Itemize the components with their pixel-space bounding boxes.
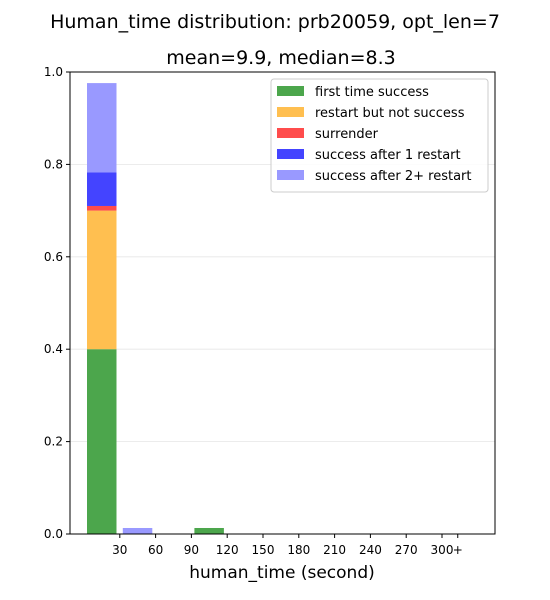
x-tick-label: 270 xyxy=(395,543,418,557)
legend-label: success after 2+ restart xyxy=(315,169,472,184)
y-tick-label: 0.6 xyxy=(44,250,63,264)
legend-swatch xyxy=(277,107,304,117)
x-tick-label: 120 xyxy=(216,543,239,557)
y-tick-label: 0.2 xyxy=(44,435,63,449)
y-axis: 0.0 0.2 0.4 0.6 0.8 1.0 xyxy=(44,65,70,541)
y-tick-label: 0.0 xyxy=(44,527,63,541)
y-tick-label: 0.4 xyxy=(44,342,63,356)
x-axis-label: human_time (second) xyxy=(189,563,375,583)
x-tick-label: 30 xyxy=(112,543,127,557)
bars xyxy=(87,83,224,534)
legend: first time success restart but not succes… xyxy=(270,78,489,193)
bar-segment xyxy=(122,527,153,534)
y-tick-label: 0.8 xyxy=(44,157,63,171)
legend-label: restart but not success xyxy=(315,106,465,121)
x-tick-label: 210 xyxy=(323,543,346,557)
legend-swatch xyxy=(277,149,304,159)
chart-subtitle: mean=9.9, median=8.3 xyxy=(166,47,395,69)
x-tick-label: 150 xyxy=(252,543,275,557)
x-tick-label: 60 xyxy=(148,543,163,557)
legend-label: success after 1 restart xyxy=(315,148,461,163)
bar-segment xyxy=(87,349,117,534)
x-axis: 30 60 90 120 150 180 210 240 270 300 + xyxy=(112,534,463,557)
x-tick-label: 90 xyxy=(184,543,199,557)
x-tick-label: 240 xyxy=(359,543,382,557)
bar-segment xyxy=(87,210,117,350)
chart-title: Human_time distribution: prb20059, opt_l… xyxy=(50,11,500,33)
legend-frame xyxy=(270,78,489,193)
legend-swatch xyxy=(277,86,304,96)
legend-label: first time success xyxy=(315,85,429,100)
y-tick-label: 1.0 xyxy=(44,65,63,79)
x-tick-label: + xyxy=(453,543,463,557)
bar-segment xyxy=(87,172,117,206)
bar-segment xyxy=(87,205,117,211)
x-tick-label: 300 xyxy=(431,543,454,557)
bar-segment xyxy=(194,527,224,534)
x-tick-label: 180 xyxy=(287,543,310,557)
legend-label: surrender xyxy=(315,127,379,142)
bar-segment xyxy=(87,83,117,173)
plot-area xyxy=(69,71,496,535)
legend-swatch xyxy=(277,128,304,138)
legend-swatch xyxy=(277,170,304,180)
